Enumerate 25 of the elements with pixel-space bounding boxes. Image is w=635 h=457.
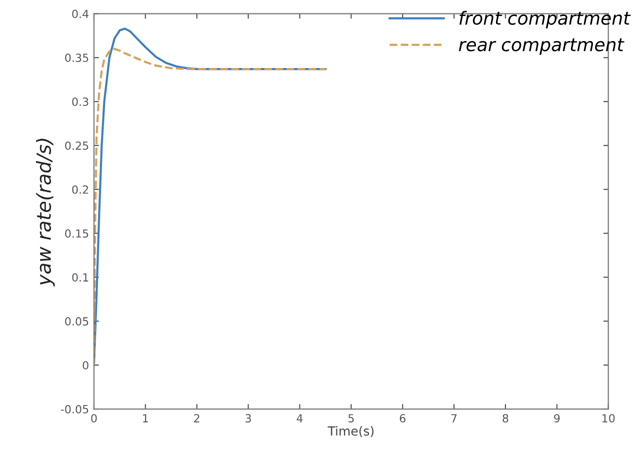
x-tick-label: 7 <box>451 414 457 422</box>
y-tick-label: 0.35 <box>65 54 88 62</box>
x-tick-label: 5 <box>348 414 354 422</box>
y-tick-label: 0.25 <box>65 141 88 150</box>
x-tick-label: 10 <box>602 414 615 422</box>
x-tick-label: 2 <box>194 414 200 422</box>
x-tick-label: 0 <box>91 414 97 422</box>
y-tick-label: 0.2 <box>72 185 88 194</box>
y-tick-label: 0.15 <box>65 229 88 238</box>
x-tick-label: 4 <box>296 414 303 422</box>
y-axis-title: yaw rate(rad/s) <box>36 138 55 286</box>
x-axis-title: Time(s) <box>328 426 374 438</box>
y-tick-label: 0.4 <box>72 10 88 18</box>
y-tick-label: 0.1 <box>72 273 88 282</box>
y-tick-label: 0 <box>82 361 88 370</box>
x-tick-label: 1 <box>143 414 148 422</box>
x-tick-label: 6 <box>400 414 406 422</box>
x-tick-label: 8 <box>502 414 508 422</box>
x-tick-label: 9 <box>554 414 560 422</box>
legend-label: rear compartment <box>458 38 624 55</box>
y-tick-label: 0.3 <box>72 98 88 106</box>
x-tick-label: 3 <box>246 414 251 422</box>
text: front compartment <box>459 10 631 28</box>
y-tick-label: 0.05 <box>65 317 88 326</box>
y-tick-label: -0.05 <box>60 404 88 414</box>
